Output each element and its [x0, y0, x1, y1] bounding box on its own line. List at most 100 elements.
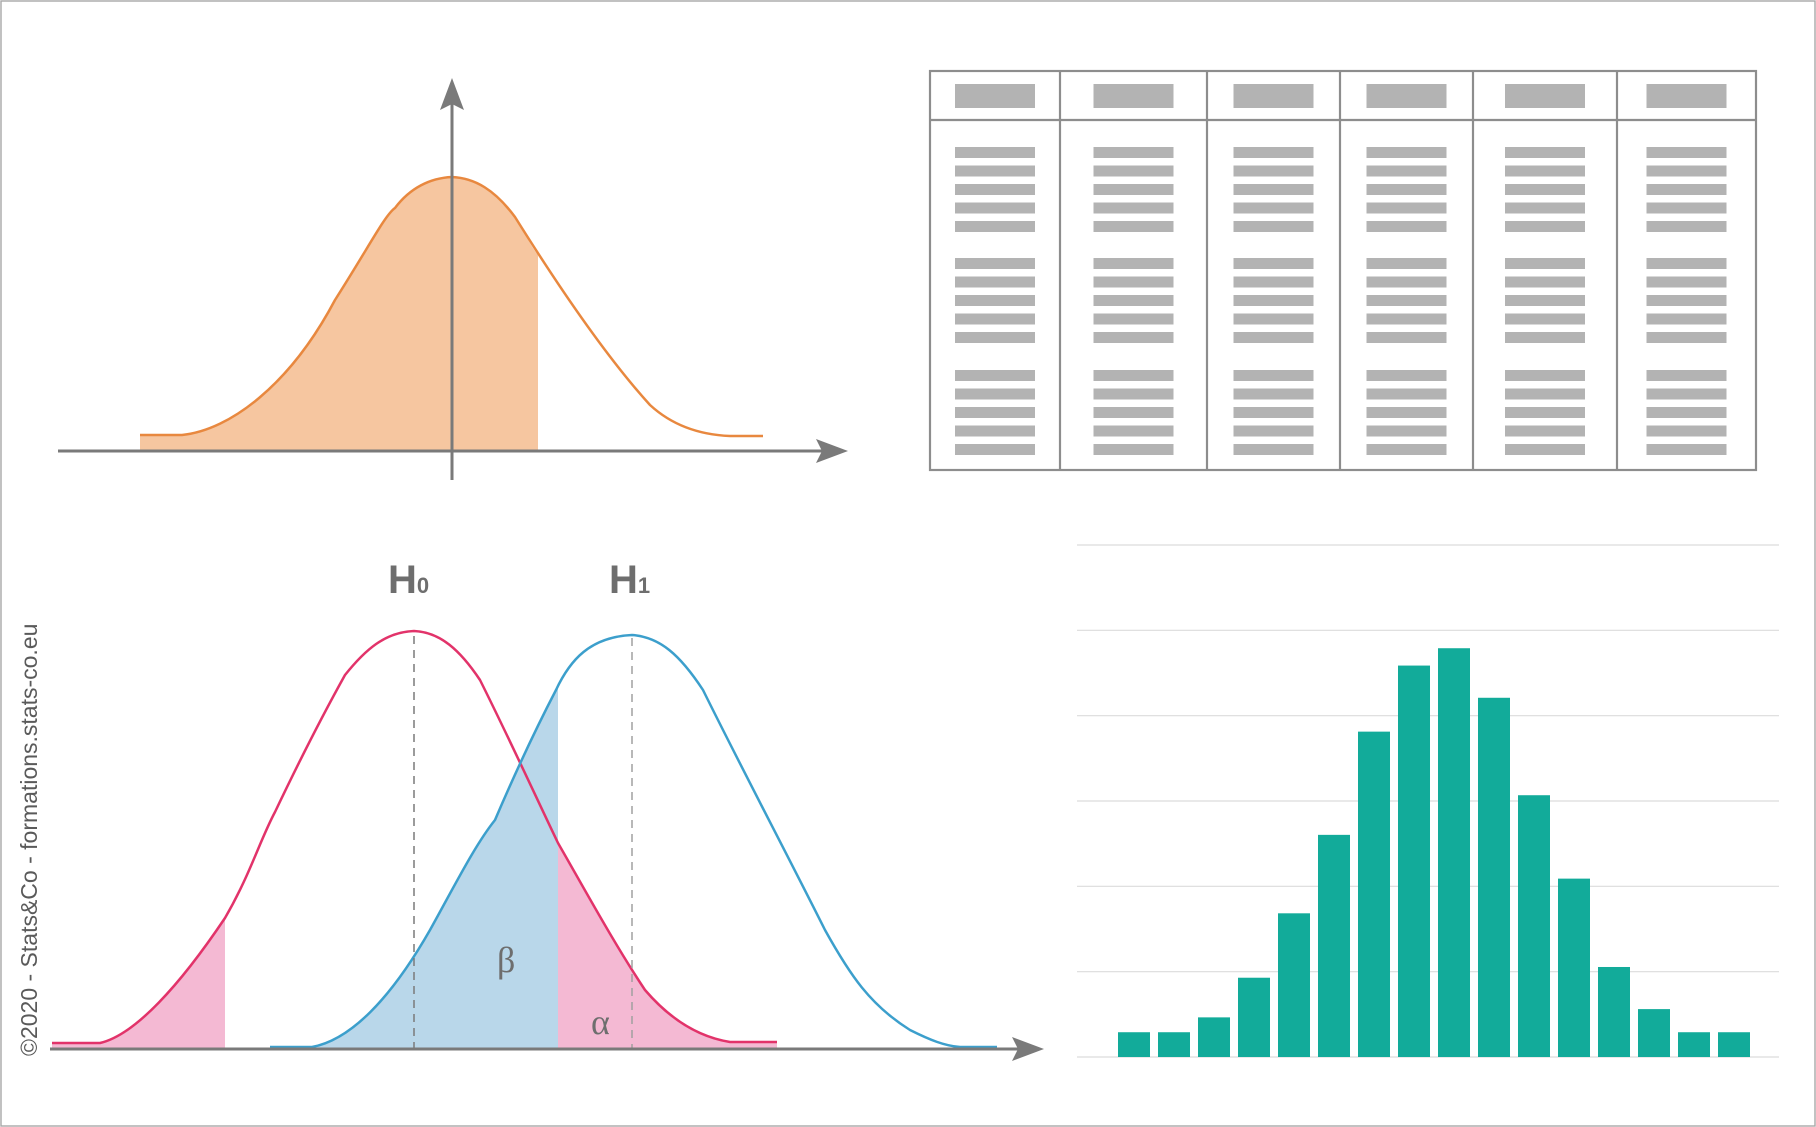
table-data-cell: [1093, 407, 1174, 418]
table-data-cell: [955, 313, 1035, 325]
table-data-cell: [1366, 184, 1447, 195]
table-data-cell: [1505, 407, 1585, 418]
histogram-panel: [1077, 544, 1779, 1058]
table-data-cell: [1505, 444, 1585, 455]
h0-label: H0: [388, 558, 429, 602]
table-data-cell: [1366, 276, 1447, 288]
table-data-cell: [1233, 407, 1314, 418]
histogram-bar: [1718, 1032, 1750, 1057]
table-data-cell: [1505, 221, 1585, 232]
table-data-cell: [1233, 147, 1314, 158]
table-data-cell: [955, 147, 1035, 158]
histogram-bar: [1518, 795, 1550, 1057]
table-data-cell: [1093, 184, 1174, 195]
table-data-cell: [1366, 388, 1447, 400]
table-data-cell: [955, 407, 1035, 418]
table-data-cell: [1233, 370, 1314, 381]
table-data-cell: [1093, 221, 1174, 232]
table-data-cell: [955, 388, 1035, 400]
hypothesis-test-panel: H0 H1 β α: [50, 558, 1044, 1061]
table-data-cell: [1505, 332, 1585, 343]
table-data-cell: [1093, 313, 1174, 325]
table-data-cell: [1646, 276, 1727, 288]
histogram-bar: [1678, 1032, 1710, 1057]
table-data-cell: [1093, 388, 1174, 400]
table-data-cell: [1646, 221, 1727, 232]
table-header-cell: [1366, 84, 1447, 108]
table-data-cell: [1646, 258, 1727, 269]
table-data-cell: [1233, 184, 1314, 195]
table-data-cell: [1505, 258, 1585, 269]
table-data-cell: [1505, 202, 1585, 214]
table-data-cell: [1233, 332, 1314, 343]
table-data-cell: [1233, 221, 1314, 232]
table-border: [928, 69, 1758, 472]
table-header-cell: [1233, 84, 1314, 108]
histogram-bar: [1238, 977, 1270, 1057]
table-data-cell: [1093, 276, 1174, 288]
table-data-cell: [1646, 444, 1727, 455]
table-data-cell: [1505, 184, 1585, 195]
histogram-bar: [1638, 1009, 1670, 1057]
table-data-cell: [1646, 147, 1727, 158]
table-data-cell: [1505, 276, 1585, 288]
table-data-cell: [1093, 147, 1174, 158]
table-data-cell: [1233, 313, 1314, 325]
table-data-cell: [955, 276, 1035, 288]
alpha-right-tail-fill: [558, 843, 777, 1049]
histogram-bar: [1398, 665, 1430, 1057]
histogram-bar: [1318, 834, 1350, 1057]
table-data-cell: [1646, 313, 1727, 325]
table-data-cell: [1233, 444, 1314, 455]
table-data-cell: [955, 202, 1035, 214]
table-header-cell: [1646, 84, 1727, 108]
table-data-cell: [1366, 147, 1447, 158]
histogram-bar: [1358, 731, 1390, 1057]
table-data-cell: [1646, 407, 1727, 418]
table-data-cell: [1233, 276, 1314, 288]
histogram-bar: [1278, 913, 1310, 1057]
table-data-cell: [955, 165, 1035, 177]
alpha-left-tail-fill: [52, 918, 225, 1049]
histogram-bar: [1598, 966, 1630, 1057]
table-data-cell: [1233, 165, 1314, 177]
table-data-cell: [1505, 295, 1585, 306]
histogram-bar: [1558, 878, 1590, 1057]
table-data-cell: [1093, 202, 1174, 214]
table-data-cell: [1366, 444, 1447, 455]
table-data-cell: [1093, 370, 1174, 381]
table-data-cell: [955, 332, 1035, 343]
beta-region-fill: [270, 686, 558, 1049]
table-data-cell: [1093, 258, 1174, 269]
copyright-text: ©2020 - Stats&Co - formations.stats-co.e…: [16, 624, 42, 1056]
table-data-cell: [1366, 407, 1447, 418]
table-data-cell: [1233, 425, 1314, 437]
table-data-cell: [955, 221, 1035, 232]
alpha-label: α: [591, 1002, 610, 1042]
table-data-cell: [955, 295, 1035, 306]
table-data-cell: [1646, 425, 1727, 437]
table-data-cell: [1366, 258, 1447, 269]
table-data-cell: [1366, 370, 1447, 381]
cumulative-area-fill: [140, 177, 538, 450]
table-data-cell: [1093, 165, 1174, 177]
table-data-cell: [1366, 295, 1447, 306]
table-data-cell: [955, 184, 1035, 195]
table-data-cell: [1233, 202, 1314, 214]
table-data-cell: [955, 258, 1035, 269]
histogram-bar: [1438, 648, 1470, 1057]
x-axis-arrow-icon: [816, 439, 848, 463]
table-data-cell: [1646, 332, 1727, 343]
table-data-cell: [1366, 332, 1447, 343]
table-data-cell: [1093, 295, 1174, 306]
h1-label: H1: [609, 558, 650, 602]
histogram-bar: [1158, 1032, 1190, 1057]
beta-label: β: [497, 940, 515, 980]
test-x-axis-arrow-icon: [1012, 1037, 1044, 1061]
h1-distribution-curve: [270, 633, 997, 1049]
table-data-cell: [1233, 295, 1314, 306]
table-data-cell: [1366, 221, 1447, 232]
